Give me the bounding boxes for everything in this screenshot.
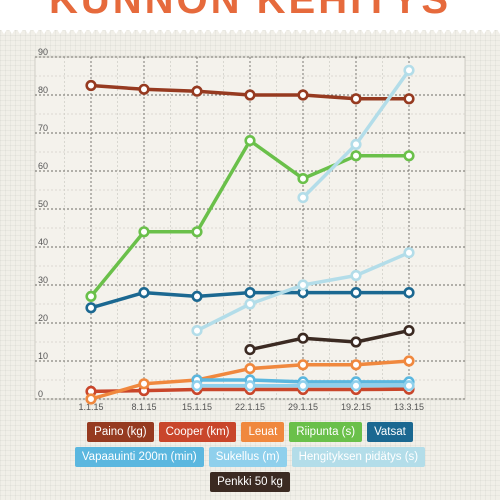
legend-item: Sukellus (m) — [208, 447, 287, 467]
data-point — [244, 287, 256, 299]
data-point — [403, 150, 415, 162]
page-title: KUNNON KEHITYS — [48, 0, 452, 22]
data-point — [297, 332, 309, 344]
data-point — [403, 355, 415, 367]
legend-item: Riipunta (s) — [289, 422, 363, 442]
x-tick-label: 1.1.15 — [78, 402, 103, 412]
data-point — [350, 269, 362, 282]
legend-item: Cooper (km) — [158, 422, 237, 442]
data-point — [85, 79, 97, 92]
data-point — [244, 363, 256, 375]
data-point — [244, 344, 256, 356]
data-point — [297, 359, 309, 371]
legend-item: Vatsat — [367, 422, 413, 442]
header: KUNNON KEHITYS — [0, 0, 500, 30]
y-tick-label: 40 — [38, 237, 48, 247]
data-point — [244, 380, 256, 392]
data-point — [191, 290, 203, 303]
data-point — [297, 380, 309, 392]
y-tick-label: 50 — [38, 199, 48, 209]
legend-item: Penkki 50 kg — [210, 472, 290, 492]
data-point — [403, 247, 415, 259]
data-point — [403, 93, 415, 105]
legend-row: Penkki 50 kg — [210, 472, 290, 492]
data-point — [191, 85, 203, 97]
data-point — [191, 380, 203, 392]
legend-row: Vapaauinti 200m (min) Sukellus (m) Hengity… — [74, 447, 426, 467]
zigzag-divider — [0, 28, 500, 34]
legend-item: Vapaauinti 200m (min) — [74, 447, 204, 467]
data-point — [403, 64, 415, 76]
data-point — [85, 290, 97, 303]
data-point — [244, 298, 256, 310]
series-line — [248, 328, 411, 352]
data-point — [350, 150, 362, 162]
x-tick-label: 8.1.15 — [131, 402, 156, 412]
x-tick-label: 29.1.15 — [288, 402, 318, 412]
legend-item: Leuat — [241, 422, 285, 442]
data-point — [350, 138, 362, 150]
data-point — [350, 380, 362, 392]
data-point — [138, 226, 150, 238]
data-point — [244, 89, 256, 101]
y-tick-label: 80 — [38, 85, 48, 95]
x-tick-label: 22.1.15 — [235, 402, 265, 412]
line-chart: 0 10 20 30 40 50 60 70 80 90 1.1.15 8.1.15 15.1.15 22… — [34, 47, 466, 412]
data-point — [403, 287, 415, 299]
data-point — [138, 83, 150, 95]
y-tick-label: 90 — [38, 47, 48, 57]
data-point — [350, 93, 362, 105]
data-point — [191, 325, 203, 337]
data-point — [244, 135, 256, 147]
y-tick-label: 20 — [38, 313, 48, 323]
y-tick-label: 60 — [38, 161, 48, 171]
y-tick-label: 10 — [38, 351, 48, 361]
data-point — [297, 192, 309, 204]
y-tick-label: 0 — [38, 389, 43, 399]
data-point — [403, 380, 415, 392]
legend-item: Hengityksen pidätys (s) — [291, 447, 426, 467]
y-tick-label: 30 — [38, 275, 48, 285]
legend-row: Paino (kg) Cooper (km) Leuat Riipunta (s) Va… — [87, 422, 413, 442]
data-point — [350, 359, 362, 371]
data-point — [297, 173, 309, 185]
data-point — [85, 393, 97, 405]
data-point — [297, 279, 309, 291]
data-point — [85, 302, 97, 314]
data-point — [297, 89, 309, 101]
x-tick-label: 19.2.15 — [341, 402, 371, 412]
x-tick-label: 13.3.15 — [394, 402, 424, 412]
data-point — [403, 325, 415, 337]
data-point — [138, 287, 150, 299]
data-point — [350, 287, 362, 299]
data-point — [350, 336, 362, 348]
data-point — [138, 378, 150, 390]
legend: Paino (kg) Cooper (km) Leuat Riipunta (s) Va… — [0, 422, 500, 492]
legend-item: Paino (kg) — [87, 422, 154, 442]
data-point — [191, 226, 203, 238]
y-tick-label: 70 — [38, 123, 48, 133]
x-tick-label: 15.1.15 — [182, 402, 212, 412]
